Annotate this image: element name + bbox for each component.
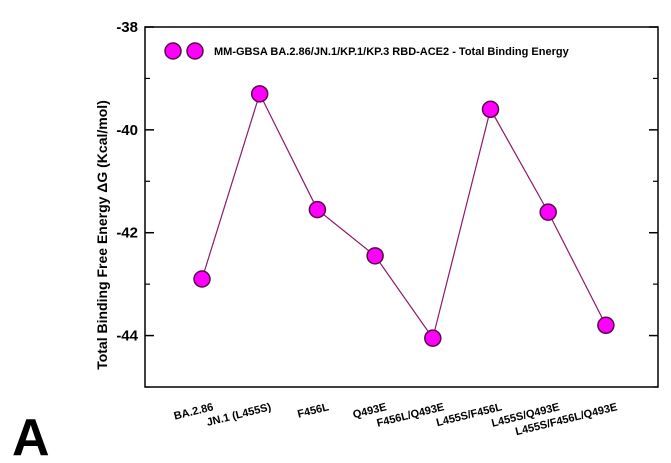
legend-marker bbox=[186, 42, 204, 60]
data-point bbox=[424, 329, 442, 347]
data-point bbox=[366, 247, 384, 265]
data-point bbox=[308, 200, 327, 219]
y-axis-label: Total Binding Free Energy ΔG (Kcal/mol) bbox=[94, 100, 110, 370]
y-tick-label: -44 bbox=[116, 328, 138, 345]
data-series bbox=[193, 85, 615, 347]
legend-label: MM-GBSA BA.2.86/JN.1/KP.1/KP.3 RBD-ACE2 … bbox=[214, 46, 570, 58]
data-point bbox=[250, 85, 269, 103]
data-point bbox=[193, 270, 211, 288]
y-tick-label: -40 bbox=[116, 122, 138, 139]
panel-label: A bbox=[12, 409, 50, 463]
legend-marker bbox=[164, 42, 182, 60]
legend: MM-GBSA BA.2.86/JN.1/KP.1/KP.3 RBD-ACE2 … bbox=[164, 42, 570, 60]
x-tick-label: F456L bbox=[296, 401, 330, 420]
data-point bbox=[597, 316, 615, 335]
plot-frame bbox=[144, 26, 659, 388]
series-line bbox=[201, 92, 607, 340]
data-point bbox=[481, 100, 500, 119]
x-tick-label: F456L/Q493E bbox=[376, 401, 446, 429]
y-tick-label: -42 bbox=[116, 225, 138, 242]
x-tick-label: JN.1 (L455S) bbox=[205, 401, 272, 429]
data-point bbox=[539, 203, 557, 221]
y-tick-label: -38 bbox=[116, 19, 138, 36]
